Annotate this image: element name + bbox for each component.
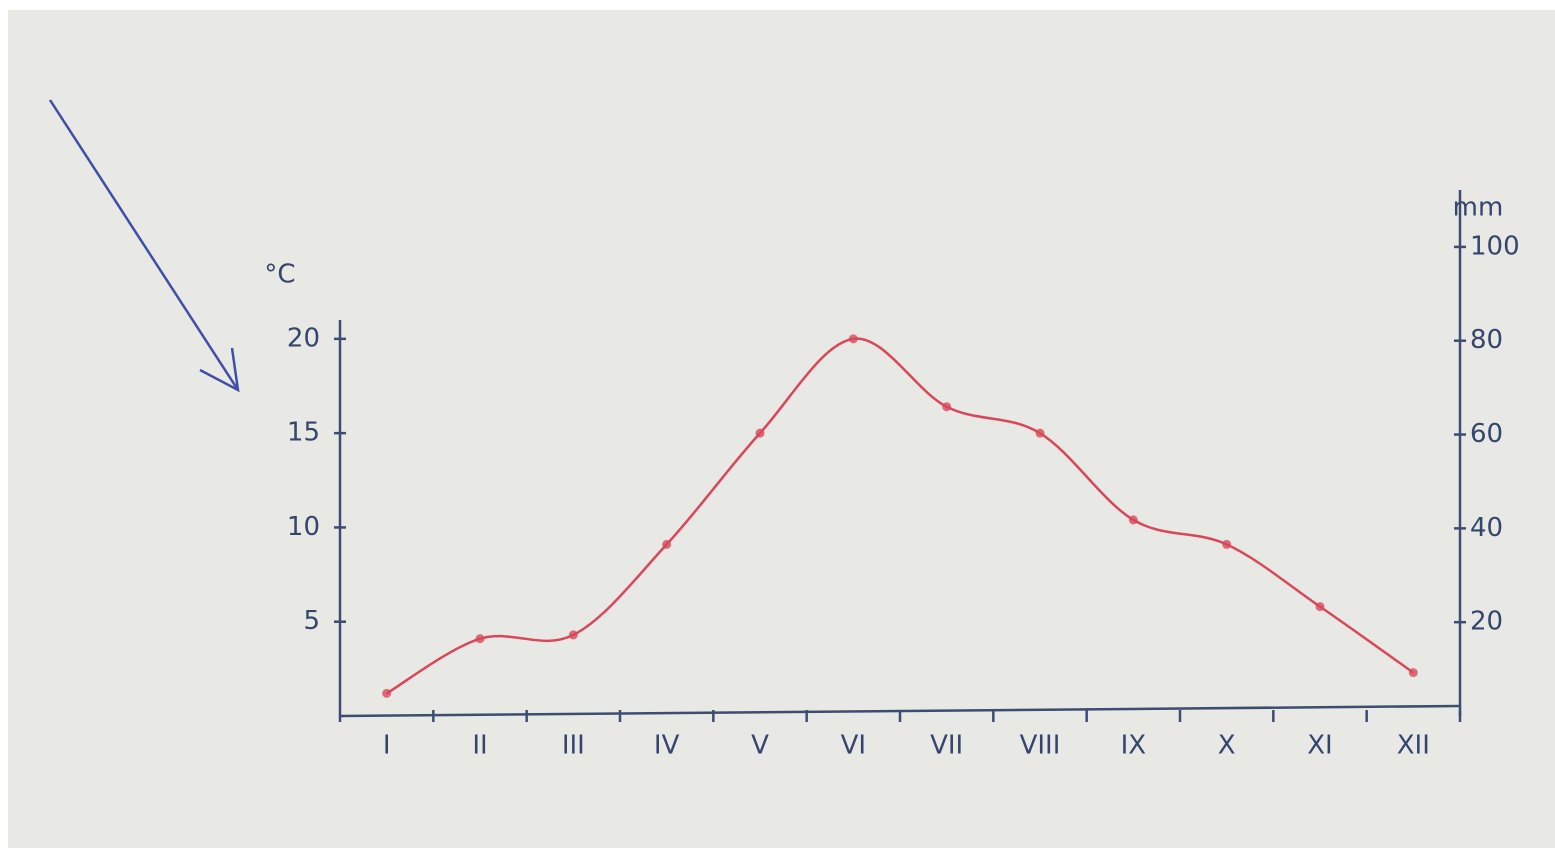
y2-tick-label: 60 xyxy=(1470,419,1503,449)
x-tick-label: III xyxy=(562,731,585,761)
y-axis-label: °C xyxy=(264,260,295,290)
temperature-point xyxy=(568,630,578,640)
temperature-point xyxy=(1222,539,1232,549)
x-tick-label: X xyxy=(1218,731,1236,761)
y2-tick-label: 100 xyxy=(1470,231,1520,261)
temperature-point xyxy=(942,402,952,412)
y-tick-label: 15 xyxy=(287,418,320,448)
temperature-point xyxy=(1408,668,1418,678)
temperature-point xyxy=(382,688,392,698)
x-tick-label: VIII xyxy=(1020,731,1061,761)
y-tick-label: 5 xyxy=(303,606,320,636)
x-tick-label: II xyxy=(472,731,487,761)
x-tick-label: XI xyxy=(1307,731,1332,761)
temperature-point xyxy=(1035,428,1045,438)
x-tick-label: XII xyxy=(1397,731,1430,761)
x-tick-label: IX xyxy=(1121,731,1146,761)
y2-tick-label: 80 xyxy=(1470,325,1503,355)
temperature-point xyxy=(755,428,765,438)
x-tick-label: IV xyxy=(654,731,680,761)
temperature-point xyxy=(662,539,672,549)
temperature-point xyxy=(848,334,858,344)
x-tick-label: VI xyxy=(841,731,866,761)
y-tick-label: 20 xyxy=(287,323,320,353)
y2-tick-label: 40 xyxy=(1470,513,1503,543)
y-tick-label: 10 xyxy=(287,512,320,542)
x-tick-label: VII xyxy=(930,731,963,761)
x-tick-label: V xyxy=(751,731,769,761)
pointer-arrow xyxy=(48,99,240,393)
temperature-point xyxy=(1128,515,1138,525)
temperature-point xyxy=(475,634,485,644)
y2-tick-label: 20 xyxy=(1470,607,1503,637)
x-tick-label: I xyxy=(383,731,391,761)
paper xyxy=(8,10,1555,848)
temperature-point xyxy=(1315,602,1325,612)
